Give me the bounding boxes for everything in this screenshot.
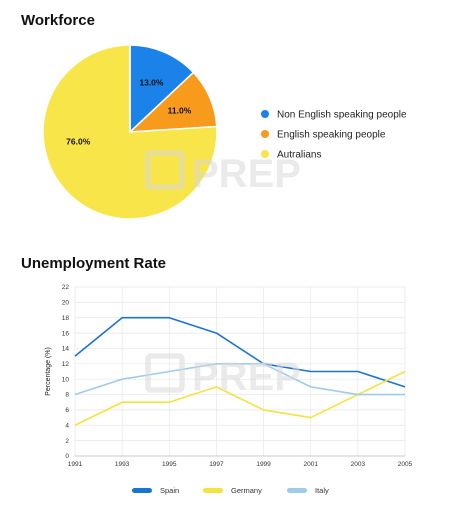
pie-slice-label: 76.0% xyxy=(66,137,91,147)
x-tick-label: 1991 xyxy=(68,461,83,468)
legend-marker xyxy=(287,488,307,493)
watermark-text: PREP xyxy=(192,152,301,196)
legend-label: Non English speaking people xyxy=(277,110,407,121)
logo-mark xyxy=(145,353,185,393)
line-legend: Spain Germany Italy xyxy=(132,486,329,495)
line-chart-series xyxy=(74,316,406,426)
logo-mark xyxy=(145,150,185,190)
y-tick-label: 12 xyxy=(62,361,70,368)
y-tick-label: 18 xyxy=(62,315,70,322)
watermark-text: PREP xyxy=(192,355,301,399)
pie-chart: 13.0% 11.0% 76.0% xyxy=(42,44,218,220)
x-tick-label: 2003 xyxy=(351,461,366,468)
series-line xyxy=(74,363,405,396)
series-line xyxy=(74,316,406,388)
y-tick-label: 20 xyxy=(62,300,70,307)
x-tick-label: 1995 xyxy=(162,461,177,468)
pie-slice xyxy=(129,44,195,134)
legend-marker xyxy=(203,488,223,493)
series-line xyxy=(74,370,406,426)
legend-marker xyxy=(261,130,269,138)
y-tick-label: 16 xyxy=(62,330,70,337)
pie-slice-label: 13.0% xyxy=(139,77,164,87)
x-tick-label: 1993 xyxy=(115,461,130,468)
legend-label: Autralians xyxy=(277,150,321,161)
pie-slice xyxy=(42,44,218,220)
x-tick-label: 1997 xyxy=(209,461,224,468)
y-tick-label: 0 xyxy=(65,453,69,460)
watermarks: PREP PREP xyxy=(145,150,301,399)
x-tick-label: 2005 xyxy=(398,461,413,468)
y-tick-label: 4 xyxy=(65,422,69,429)
legend-label: Spain xyxy=(160,486,179,495)
legend-marker xyxy=(261,110,269,118)
legend-marker xyxy=(132,488,152,493)
pie-slice-label: 11.0% xyxy=(168,106,192,116)
y-tick-label: 2 xyxy=(65,438,69,445)
y-tick-label: 8 xyxy=(65,392,69,399)
pie-legend: Non English speaking people English speak… xyxy=(261,110,407,161)
y-tick-label: 14 xyxy=(62,346,70,353)
y-axis-label: Percentage (%) xyxy=(45,347,52,396)
y-tick-label: 10 xyxy=(62,376,70,383)
line-chart-title: Unemployment Rate xyxy=(21,255,167,272)
x-tick-label: 1999 xyxy=(256,461,271,468)
prep-logo-watermark: PREP xyxy=(145,150,301,196)
legend-label: Germany xyxy=(231,486,262,495)
y-tick-label: 22 xyxy=(62,284,70,291)
x-tick-label: 2001 xyxy=(303,461,318,468)
legend-label: Italy xyxy=(315,486,329,495)
pie-chart-title: Workforce xyxy=(21,12,95,29)
legend-marker xyxy=(261,150,269,158)
legend-label: English speaking people xyxy=(277,130,386,141)
line-chart-axes: 0 2 4 6 8 10 12 14 16 18 20 22 1991 1993 1995 1997 1999 2… xyxy=(45,284,413,468)
prep-logo-watermark: PREP xyxy=(145,353,301,399)
y-tick-label: 6 xyxy=(65,407,69,414)
